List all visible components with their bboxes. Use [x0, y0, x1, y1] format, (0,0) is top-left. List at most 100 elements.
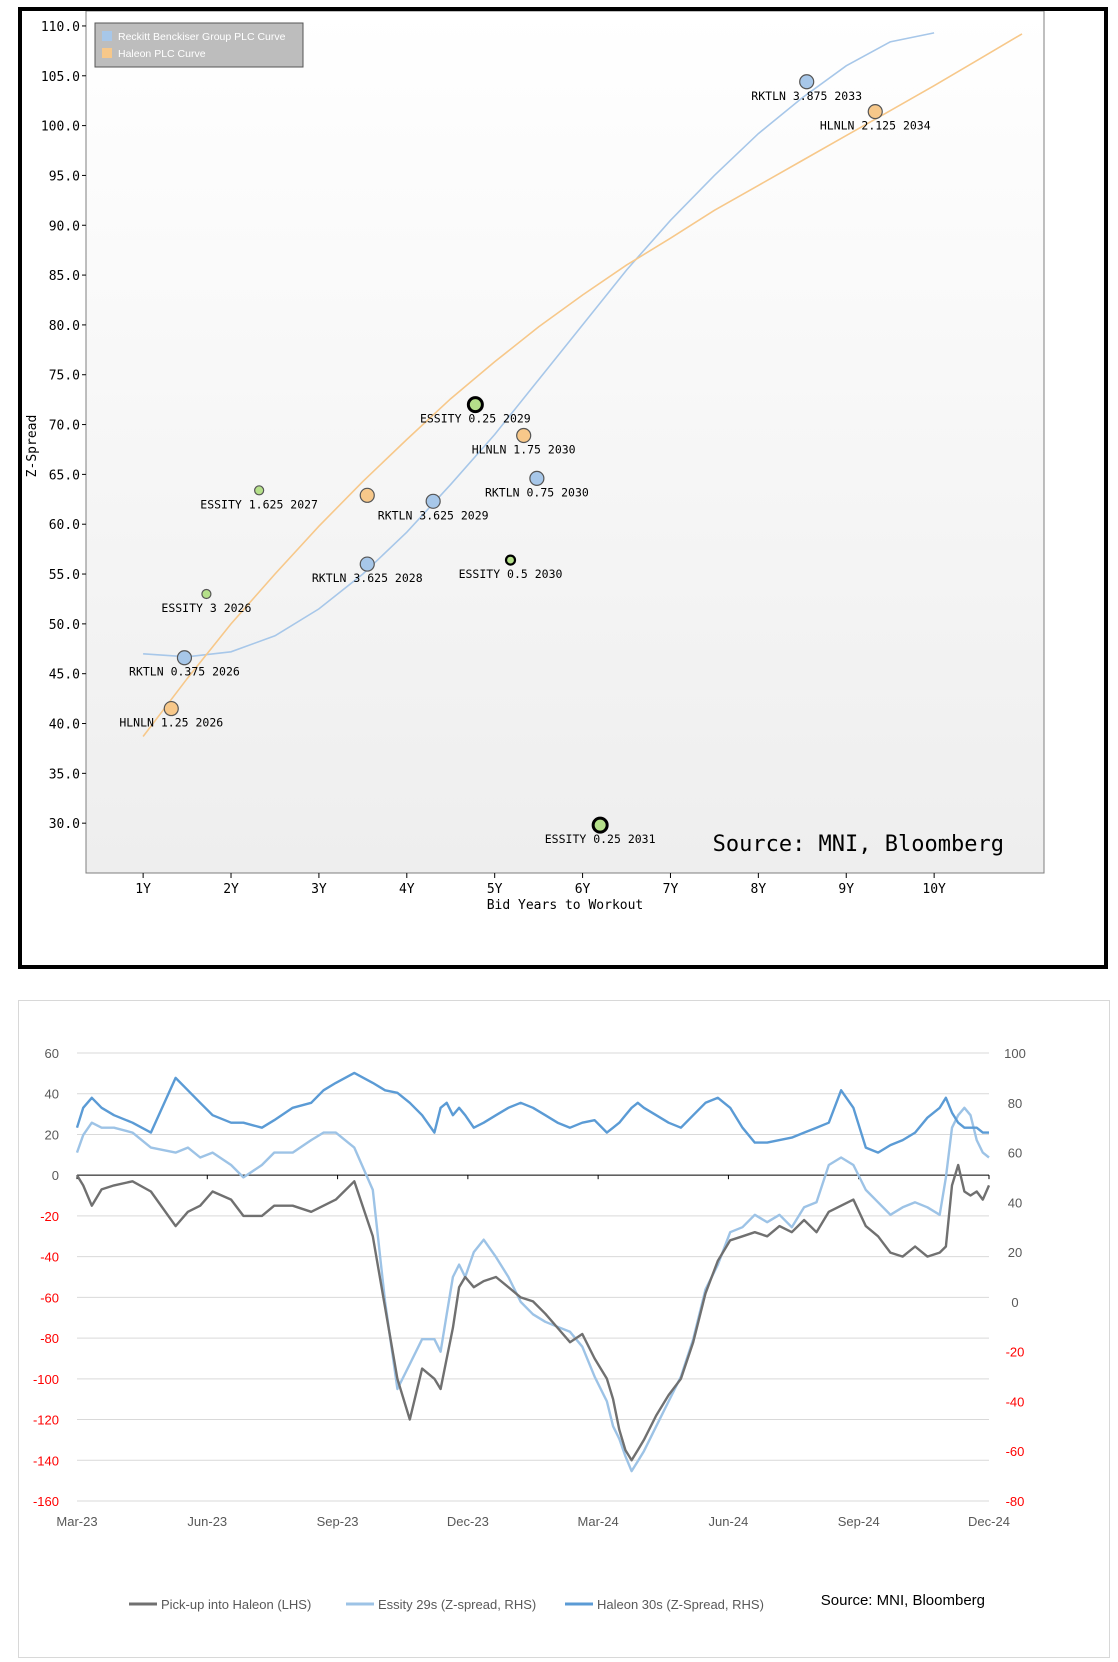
x-tick-label: Dec-23 — [447, 1514, 489, 1529]
bond-point — [591, 816, 609, 834]
y-tick-label: 45.0 — [49, 668, 80, 683]
y-right-tick-label: 60 — [1008, 1146, 1022, 1161]
legend-label-reckitt: Reckitt Benckiser Group PLC Curve — [118, 31, 286, 43]
bond-label: ESSITY 1.625 2027 — [200, 497, 318, 511]
x-tick-label: Mar-24 — [578, 1514, 619, 1529]
y-left-tick-label: -60 — [40, 1290, 59, 1305]
x-tick-label: 10Y — [922, 882, 946, 897]
y-tick-label: 65.0 — [49, 468, 80, 483]
y-tick-label: 30.0 — [49, 817, 80, 832]
bond-label: HLNLN 2.125 2034 — [820, 119, 931, 133]
bond-label: RKTLN 0.75 2030 — [485, 485, 589, 499]
bond-label: RKTLN 3.625 2029 — [378, 508, 489, 522]
x-tick-label: 1Y — [135, 882, 151, 897]
x-tick-label: Sep-23 — [317, 1514, 359, 1529]
y-tick-label: 55.0 — [49, 568, 80, 583]
y-right-tick-label: -40 — [1006, 1394, 1025, 1409]
y-tick-label: 70.0 — [49, 419, 80, 434]
bond-label: ESSITY 0.5 2030 — [459, 567, 563, 581]
pickup-series-line — [75, 1163, 991, 1462]
legend-swatch-haleon — [102, 48, 112, 58]
y-tick-label: 60.0 — [49, 518, 80, 533]
bond-label: RKTLN 3.875 2033 — [751, 89, 862, 103]
bond-point — [163, 700, 179, 717]
legend-label-haleon: Haleon PLC Curve — [118, 48, 206, 60]
y-axis-title: Z-Spread — [25, 415, 40, 478]
spread-timeseries-chart: 60 40 20 0 -20 -40 -60 -80 -100 -120 -140 -160 100 8… — [33, 1046, 1026, 1612]
bond-label: ESSITY 0.25 2029 — [420, 412, 531, 426]
y-left-tick-label: -20 — [40, 1209, 59, 1224]
y-left-tick-label: -100 — [33, 1372, 59, 1387]
plot-area — [85, 11, 1045, 874]
legend-swatch-reckitt — [102, 31, 112, 41]
y-right-tick-label: -80 — [1006, 1494, 1025, 1509]
y-right-tick-label: 80 — [1008, 1096, 1022, 1111]
bond-point — [176, 650, 193, 666]
x-tick-label: 4Y — [399, 882, 415, 897]
bond-point — [516, 427, 532, 444]
bond-label: HLNLN 1.25 2026 — [119, 716, 223, 730]
reckitt-curve-line — [143, 32, 935, 658]
essity-series-line — [75, 1106, 990, 1473]
legend-label-haleon: Haleon 30s (Z-Spread, RHS) — [597, 1597, 764, 1612]
bond-label: ESSITY 0.25 2031 — [545, 832, 656, 846]
y-tick-label: 35.0 — [49, 767, 80, 782]
x-tick-label: 7Y — [663, 882, 679, 897]
y-left-tick-label: 60 — [45, 1046, 59, 1061]
legend-label-pickup: Pick-up into Haleon (LHS) — [161, 1597, 311, 1612]
y-left-tick-label: -80 — [40, 1331, 59, 1346]
y-right-tick-label: 40 — [1008, 1195, 1022, 1210]
y-tick-label: 105.0 — [41, 70, 80, 85]
legend: Reckitt Benckiser Group PLC Curve Haleon… — [94, 22, 304, 68]
x-tick-label: Jun-24 — [709, 1514, 749, 1529]
x-tick-label: 2Y — [223, 882, 239, 897]
bond-label: HLNLN 1.75 2030 — [472, 443, 576, 457]
chart1-frame: 30.0 35.0 40.0 45.0 50.0 55.0 60.0 65.0 70.0 75.0… — [18, 7, 1108, 969]
bond-point — [799, 74, 815, 90]
bond-label: RKTLN 3.625 2028 — [312, 571, 423, 585]
bond-point — [425, 493, 441, 509]
bond-point — [466, 396, 484, 414]
bond-point — [359, 556, 375, 572]
x-tick-label: Jun-23 — [187, 1514, 227, 1529]
y-tick-label: 50.0 — [49, 618, 80, 633]
y-left-tick-label: 20 — [45, 1127, 59, 1142]
y-left-tick-label: 0 — [52, 1168, 59, 1183]
y-tick-label: 100.0 — [41, 120, 80, 135]
bond-point — [254, 485, 265, 496]
legend-label-essity: Essity 29s (Z-spread, RHS) — [378, 1597, 536, 1612]
bond-point — [359, 487, 375, 503]
x-tick-label: 6Y — [575, 882, 591, 897]
haleon-series-line — [75, 1071, 989, 1154]
y-left-tick-label: -140 — [33, 1453, 59, 1468]
y-left-tick-label: -160 — [33, 1494, 59, 1509]
bond-point — [201, 588, 212, 600]
y-tick-label: 40.0 — [49, 718, 80, 733]
source-note: Source: MNI, Bloomberg — [821, 1592, 985, 1609]
bond-label: ESSITY 3 2026 — [161, 601, 251, 615]
y-tick-label: 75.0 — [49, 369, 80, 384]
x-tick-label: Dec-24 — [968, 1514, 1010, 1529]
bond-point — [504, 554, 517, 566]
y-left-tick-label: -40 — [40, 1250, 59, 1265]
y-tick-label: 95.0 — [49, 169, 80, 184]
x-tick-label: 5Y — [487, 882, 503, 897]
source-note: Source: MNI, Bloomberg — [713, 832, 1004, 857]
x-tick-label: 8Y — [751, 882, 767, 897]
x-tick-label: Sep-24 — [838, 1514, 880, 1529]
y-tick-label: 110.0 — [41, 20, 80, 35]
bond-label: RKTLN 0.375 2026 — [129, 665, 240, 679]
x-tick-label: 9Y — [838, 882, 854, 897]
bond-point — [867, 104, 883, 120]
bond-point — [529, 470, 545, 486]
x-axis-title: Bid Years to Workout — [487, 898, 644, 913]
y-right-tick-label: -20 — [1006, 1345, 1025, 1360]
y-tick-label: 80.0 — [49, 319, 80, 334]
x-tick-label: 3Y — [311, 882, 327, 897]
spread-curve-chart: 30.0 35.0 40.0 45.0 50.0 55.0 60.0 65.0 70.0 75.0… — [25, 11, 1045, 913]
x-tick-label: Mar-23 — [56, 1514, 97, 1529]
chart1-panel: 30.0 35.0 40.0 45.0 50.0 55.0 60.0 65.0 70.0 75.0… — [22, 11, 1104, 965]
y-right-tick-label: 20 — [1008, 1245, 1022, 1260]
chart2-panel: 60 40 20 0 -20 -40 -60 -80 -100 -120 -140 -160 100 8… — [18, 1000, 1110, 1658]
y-tick-label: 90.0 — [49, 219, 80, 234]
